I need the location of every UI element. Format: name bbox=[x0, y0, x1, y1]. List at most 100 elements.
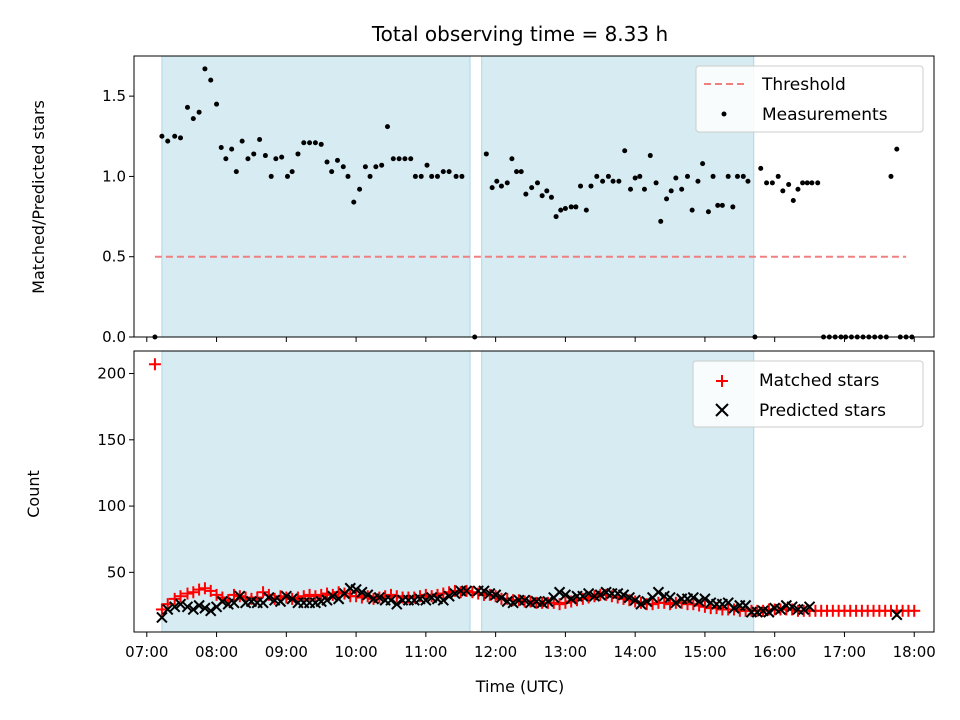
measurement-point bbox=[268, 173, 274, 179]
measurement-point bbox=[218, 145, 224, 151]
y-tick-label: 150 bbox=[97, 431, 126, 449]
measurement-point bbox=[534, 180, 540, 186]
count-x-ticks: 07:00 08:00 09:00 10:00 11:00 12:00 13:00 14:00… bbox=[125, 632, 936, 661]
predicted-star-point bbox=[443, 590, 455, 602]
measurement-point bbox=[279, 154, 285, 160]
matched-star-point bbox=[148, 358, 161, 371]
measurement-point bbox=[700, 161, 706, 167]
measurement-point bbox=[730, 204, 736, 210]
measurement-point bbox=[548, 194, 554, 200]
predicted-star-point bbox=[449, 587, 461, 600]
observing-window-1 bbox=[161, 55, 471, 338]
measurement-point bbox=[719, 202, 725, 208]
measurement-point bbox=[483, 151, 489, 157]
matched-star-point bbox=[297, 590, 310, 603]
measurement-point bbox=[446, 169, 452, 175]
measurement-point bbox=[289, 169, 295, 175]
measurement-point bbox=[725, 173, 731, 179]
predicted-star-point bbox=[774, 603, 787, 616]
measurement-point bbox=[600, 178, 606, 184]
measurement-point bbox=[610, 178, 616, 184]
measurement-point bbox=[284, 173, 290, 179]
predicted-star-point bbox=[162, 603, 174, 616]
measurement-point bbox=[641, 186, 647, 192]
measurement-point bbox=[809, 180, 815, 186]
predicted-legend-label: Predicted stars bbox=[759, 401, 886, 421]
measurement-point bbox=[396, 156, 402, 162]
ratio-legend: Threshold Measurements bbox=[695, 65, 924, 133]
predicted-star-point bbox=[699, 593, 711, 605]
measurement-point bbox=[239, 138, 245, 144]
predicted-star-point bbox=[181, 601, 194, 613]
measurement-point bbox=[208, 77, 214, 83]
measurement-point bbox=[202, 66, 208, 72]
measurements-legend-marker bbox=[721, 111, 727, 117]
count-legend-box bbox=[692, 360, 924, 428]
predicted-star-point bbox=[437, 594, 450, 606]
predicted-star-point bbox=[577, 590, 589, 602]
predicted-star-point bbox=[542, 595, 554, 608]
count-y-ticks: 50 100 150 200 bbox=[97, 365, 134, 581]
predicted-star-point bbox=[280, 590, 293, 602]
predicted-star-point bbox=[286, 593, 298, 605]
predicted-star-point bbox=[495, 591, 508, 604]
measurement-point bbox=[653, 180, 659, 186]
measurement-point bbox=[622, 148, 628, 154]
count-panel: 50 100 150 200 07:00 08:00 09:00 10:00 11:00 12:… bbox=[24, 350, 936, 696]
matched-star-point bbox=[174, 590, 187, 603]
predicted-star-point bbox=[891, 609, 903, 621]
measurement-point bbox=[804, 180, 810, 186]
measurement-point bbox=[251, 151, 257, 157]
matched-star-point bbox=[303, 588, 316, 601]
ratio-y-axis-label: Matched/Predicted stars bbox=[29, 100, 48, 294]
predicted-star-point bbox=[391, 598, 403, 610]
measurement-point bbox=[379, 162, 385, 168]
measurement-point bbox=[340, 164, 346, 170]
predicted-star-point bbox=[460, 585, 473, 597]
measurement-point bbox=[637, 173, 643, 179]
measurement-point bbox=[412, 173, 418, 179]
measurement-point bbox=[758, 165, 764, 171]
measurement-point bbox=[632, 175, 638, 181]
matched-star-point bbox=[553, 598, 566, 611]
measurement-point bbox=[647, 153, 653, 159]
predicted-star-point bbox=[798, 603, 810, 616]
measurement-point bbox=[628, 186, 634, 192]
measurement-point bbox=[664, 196, 670, 202]
measurement-point bbox=[301, 140, 307, 146]
matched-star-point bbox=[908, 604, 921, 617]
x-tick-label: 15:00 bbox=[683, 643, 726, 661]
measurement-point bbox=[245, 156, 251, 162]
measurement-point bbox=[745, 178, 751, 184]
predicted-star-point bbox=[786, 601, 798, 613]
measurement-point bbox=[196, 109, 202, 115]
measurement-point bbox=[539, 193, 545, 199]
predicted-star-point bbox=[670, 597, 682, 609]
measurement-point bbox=[367, 173, 373, 179]
measurement-point bbox=[262, 153, 268, 159]
measurement-point bbox=[453, 173, 459, 179]
measurement-point bbox=[229, 146, 235, 152]
x-axis-label: Time (UTC) bbox=[475, 677, 564, 696]
observing-windows bbox=[161, 55, 755, 338]
measurement-point bbox=[790, 198, 796, 204]
matched-legend-label: Matched stars bbox=[759, 371, 879, 391]
predicted-star-point bbox=[763, 606, 775, 618]
predicted-star-point bbox=[518, 594, 531, 606]
measurement-point bbox=[307, 140, 313, 146]
predicted-star-point bbox=[356, 586, 368, 598]
x-tick-label: 13:00 bbox=[544, 643, 587, 661]
measurement-point bbox=[514, 169, 520, 175]
measurement-point bbox=[583, 207, 589, 213]
matched-star-point bbox=[698, 600, 711, 613]
measurement-point bbox=[775, 173, 781, 179]
measurement-point bbox=[568, 204, 574, 210]
matched-star-point bbox=[198, 582, 211, 595]
predicted-star-point bbox=[559, 589, 572, 601]
measurement-point bbox=[588, 183, 594, 189]
predicted-star-point bbox=[168, 601, 181, 613]
matched-star-point bbox=[658, 596, 671, 609]
measurement-point bbox=[558, 207, 564, 213]
predicted-star-points bbox=[156, 582, 903, 624]
measurement-point bbox=[764, 180, 770, 186]
